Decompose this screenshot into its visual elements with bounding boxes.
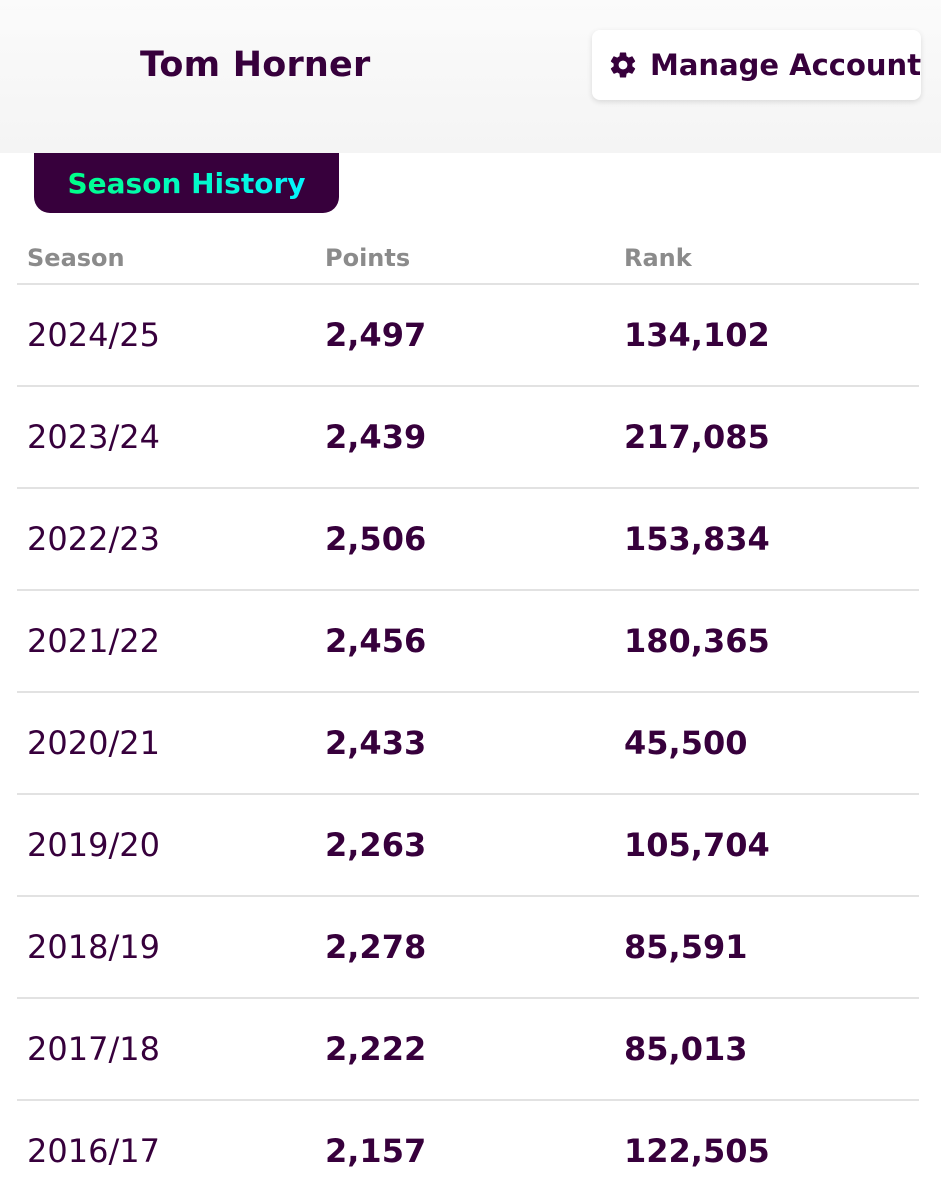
points-cell: 2,222 — [325, 1030, 427, 1068]
points-cell: 2,439 — [325, 418, 427, 456]
season-cell: 2020/21 — [27, 724, 160, 762]
rank-cell: 122,505 — [624, 1132, 770, 1170]
rank-cell: 45,500 — [624, 724, 748, 762]
season-cell: 2024/25 — [27, 316, 160, 354]
points-cell: 2,278 — [325, 928, 427, 966]
rank-cell: 153,834 — [624, 520, 770, 558]
rank-cell: 105,704 — [624, 826, 770, 864]
table-row: 2023/24 2,439 217,085 — [17, 387, 919, 489]
table-row: 2016/17 2,157 122,505 — [17, 1101, 919, 1200]
season-cell: 2023/24 — [27, 418, 160, 456]
points-cell: 2,263 — [325, 826, 427, 864]
rank-cell: 134,102 — [624, 316, 770, 354]
column-header-points: Points — [325, 244, 411, 272]
season-cell: 2021/22 — [27, 622, 160, 660]
profile-header: Tom Horner Manage Account — [0, 0, 941, 153]
rank-cell: 85,013 — [624, 1030, 748, 1068]
points-cell: 2,433 — [325, 724, 427, 762]
table-row: 2017/18 2,222 85,013 — [17, 999, 919, 1101]
table-row: 2021/22 2,456 180,365 — [17, 591, 919, 693]
points-cell: 2,506 — [325, 520, 427, 558]
gear-icon — [608, 49, 638, 81]
points-cell: 2,157 — [325, 1132, 427, 1170]
season-history-table: Season Points Rank 2024/25 2,497 134,102… — [17, 233, 919, 1200]
table-row: 2024/25 2,497 134,102 — [17, 285, 919, 387]
season-cell: 2022/23 — [27, 520, 160, 558]
table-row: 2018/19 2,278 85,591 — [17, 897, 919, 999]
user-name: Tom Horner — [140, 45, 371, 85]
points-cell: 2,456 — [325, 622, 427, 660]
table-row: 2022/23 2,506 153,834 — [17, 489, 919, 591]
table-row: 2019/20 2,263 105,704 — [17, 795, 919, 897]
season-cell: 2016/17 — [27, 1132, 160, 1170]
manage-account-label: Manage Account — [650, 48, 922, 82]
tab-season-history[interactable]: Season History — [34, 153, 339, 213]
table-header: Season Points Rank — [17, 233, 919, 285]
season-history-panel: Season History Season Points Rank 2024/2… — [0, 153, 941, 1200]
rank-cell: 180,365 — [624, 622, 770, 660]
tab-label: Season History — [67, 166, 306, 200]
table-row: 2020/21 2,433 45,500 — [17, 693, 919, 795]
season-cell: 2017/18 — [27, 1030, 160, 1068]
season-cell: 2019/20 — [27, 826, 160, 864]
season-cell: 2018/19 — [27, 928, 160, 966]
rank-cell: 217,085 — [624, 418, 770, 456]
column-header-rank: Rank — [624, 244, 692, 272]
column-header-season: Season — [27, 244, 125, 272]
points-cell: 2,497 — [325, 316, 427, 354]
manage-account-button[interactable]: Manage Account — [592, 30, 921, 100]
rank-cell: 85,591 — [624, 928, 748, 966]
